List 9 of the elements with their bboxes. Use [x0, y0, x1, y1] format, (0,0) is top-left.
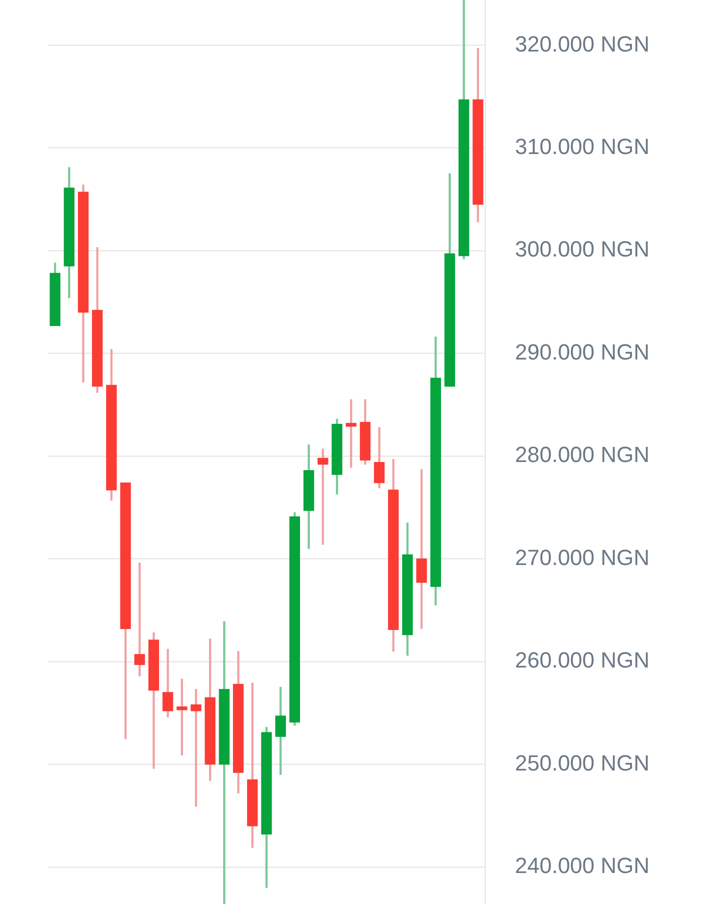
y-tick-label: 250.000 NGN — [515, 750, 650, 776]
y-tick-label: 280.000 NGN — [515, 442, 650, 468]
y-tick-label: 290.000 NGN — [515, 339, 650, 364]
y-tick-label: 320.000 NGN — [515, 31, 650, 56]
y-tick-label: 300.000 NGN — [515, 236, 650, 262]
y-tick-label: 310.000 NGN — [515, 134, 650, 159]
y-tick-label: 240.000 NGN — [515, 853, 650, 878]
y-tick-label: 270.000 NGN — [515, 544, 650, 570]
y-tick-label: 260.000 NGN — [515, 648, 650, 673]
